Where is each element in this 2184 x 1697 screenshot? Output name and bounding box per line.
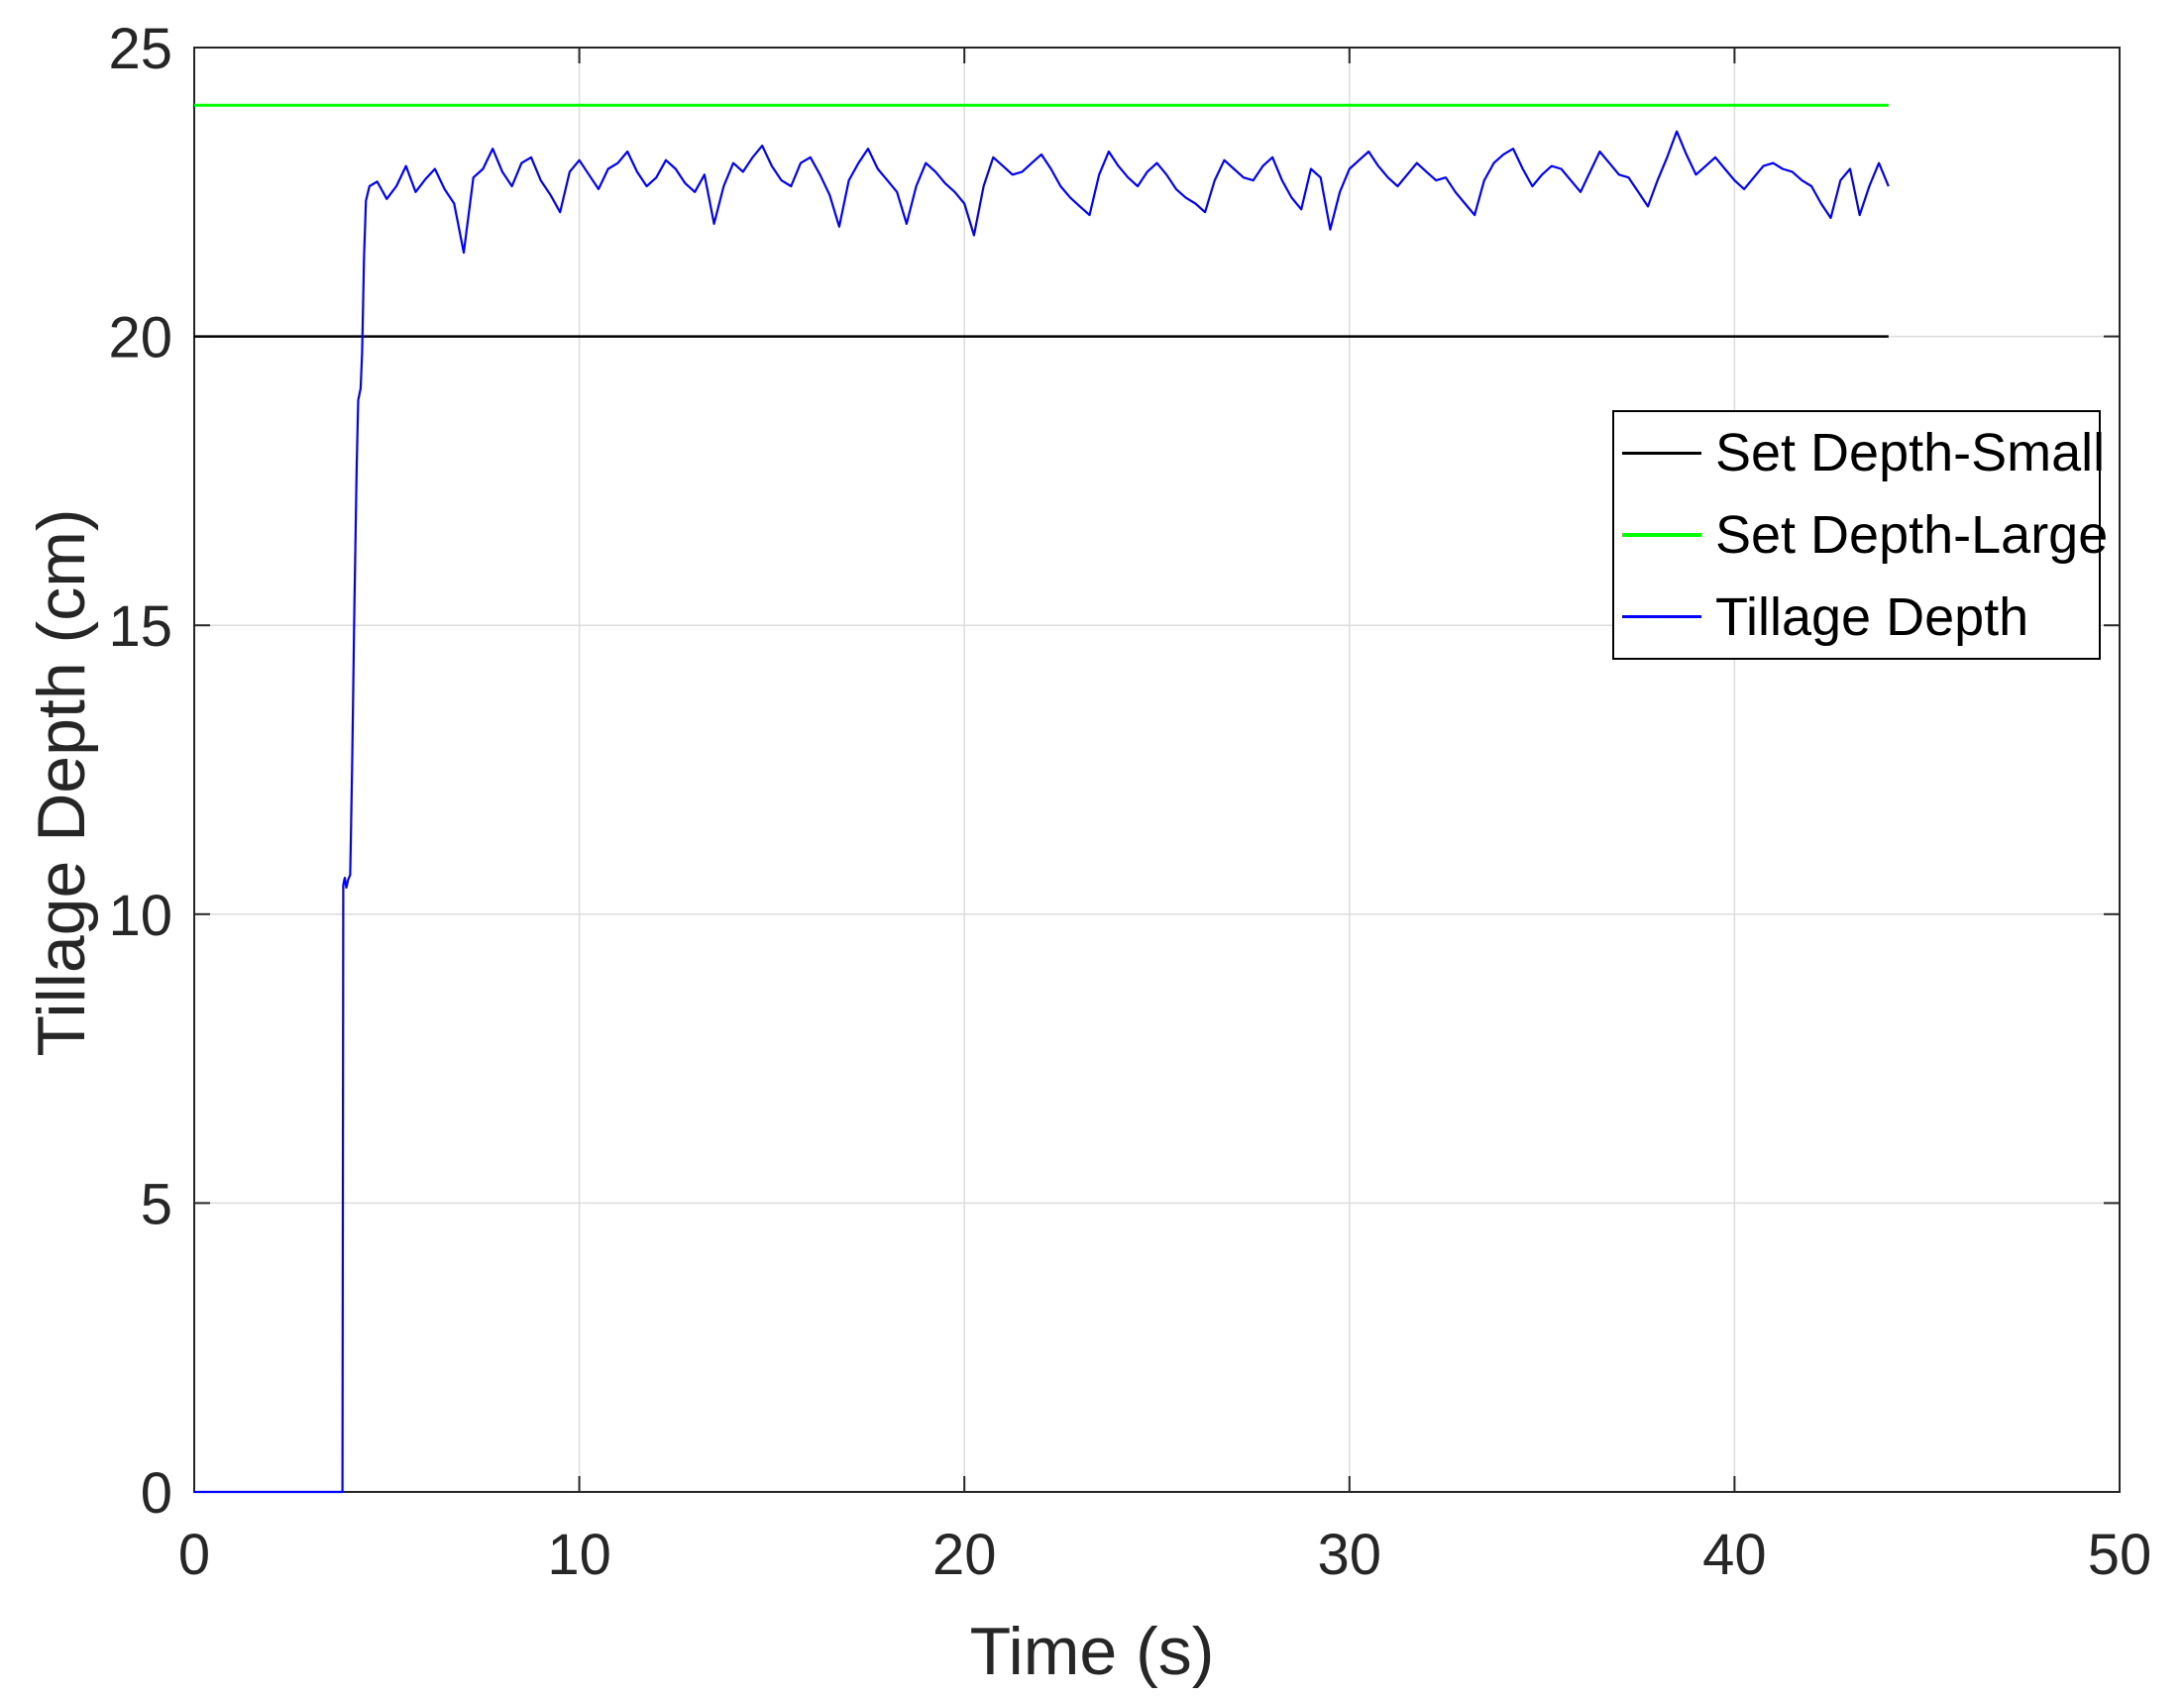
legend-sample-set-depth-small: [1622, 451, 1701, 455]
legend-label-set-depth-large: Set Depth-Large: [1715, 504, 2109, 565]
x-tick-label: 40: [1702, 1523, 1767, 1587]
y-tick-label: 0: [141, 1461, 172, 1526]
y-tick-label: 20: [108, 306, 172, 371]
x-tick-label: 50: [2088, 1523, 2152, 1587]
gridlines: [194, 48, 2120, 1492]
axis-ticks: [193, 47, 2121, 1493]
x-tick-label: 20: [932, 1523, 997, 1587]
y-tick-label: 25: [108, 17, 172, 81]
legend-entry-tillage-depth: Tillage Depth: [1614, 577, 2099, 658]
x-tick-label: 30: [1318, 1523, 1382, 1587]
legend-entry-set-depth-large: Set Depth-Large: [1614, 494, 2108, 576]
plot-border: [193, 47, 2121, 1493]
legend: Set Depth-Small Set Depth-Large Tillage …: [1612, 410, 2108, 660]
series-tillage-depth: [194, 130, 1890, 1494]
legend-label-tillage-depth: Tillage Depth: [1715, 586, 2029, 647]
legend-entry-set-depth-small: Set Depth-Small: [1614, 412, 2105, 493]
legend-sample-set-depth-large: [1622, 532, 1701, 537]
legend-label-set-depth-small: Set Depth-Small: [1715, 423, 2106, 483]
x-tick-label: 10: [547, 1523, 611, 1587]
y-axis-label: Tillage Depth (cm): [24, 508, 99, 1057]
y-tick-label: 5: [141, 1172, 172, 1236]
y-tick-label: 10: [108, 884, 172, 948]
legend-sample-tillage-depth: [1622, 615, 1701, 619]
y-tick-label: 15: [108, 594, 172, 659]
x-axis-label: Time (s): [969, 1614, 1215, 1689]
x-tick-label: 0: [178, 1523, 210, 1587]
